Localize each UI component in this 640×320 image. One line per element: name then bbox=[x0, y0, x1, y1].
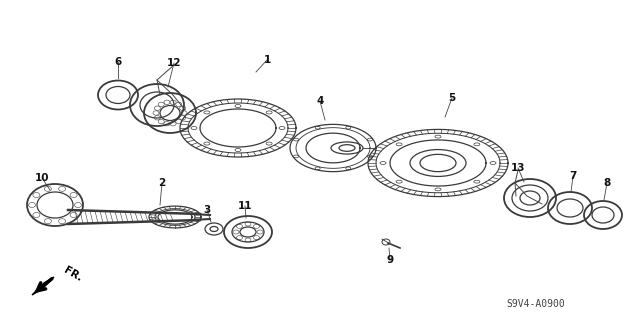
Text: 1: 1 bbox=[264, 55, 271, 65]
Text: 3: 3 bbox=[204, 205, 211, 215]
Text: 6: 6 bbox=[115, 57, 122, 67]
Polygon shape bbox=[32, 277, 54, 295]
Text: 9: 9 bbox=[387, 255, 394, 265]
Text: 5: 5 bbox=[449, 93, 456, 103]
Text: FR.: FR. bbox=[62, 265, 84, 283]
Text: 11: 11 bbox=[237, 201, 252, 211]
Text: 8: 8 bbox=[604, 178, 611, 188]
Text: 13: 13 bbox=[511, 163, 525, 173]
Text: 2: 2 bbox=[158, 178, 166, 188]
Text: 10: 10 bbox=[35, 173, 49, 183]
Text: S9V4-A0900: S9V4-A0900 bbox=[507, 299, 565, 309]
Text: 4: 4 bbox=[316, 96, 324, 106]
Text: 7: 7 bbox=[570, 171, 577, 181]
Text: 12: 12 bbox=[167, 58, 181, 68]
